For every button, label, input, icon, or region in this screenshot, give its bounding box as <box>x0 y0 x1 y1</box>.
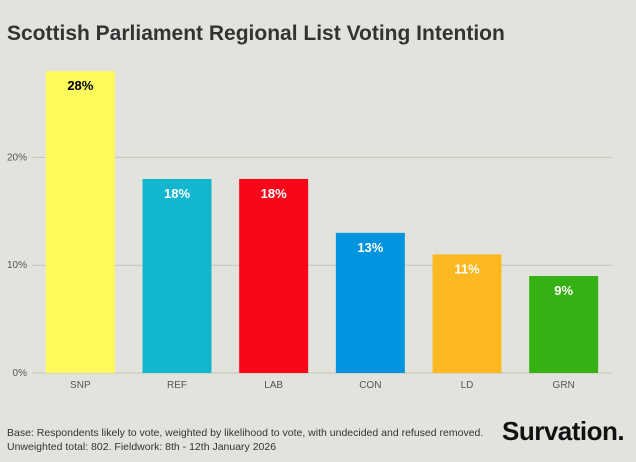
data-label-snp: 28% <box>67 78 93 93</box>
x-tick-label-con: CON <box>359 380 381 391</box>
y-tick-label-20: 20% <box>7 152 27 163</box>
footnote: Base: Respondents likely to vote, weight… <box>7 426 483 454</box>
y-tick-label-0: 0% <box>13 368 28 379</box>
footnote-fieldwork: Unweighted total: 802. Fieldwork: 8th - … <box>7 441 277 453</box>
x-tick-label-lab: LAB <box>264 380 283 391</box>
data-label-grn: 9% <box>554 283 573 298</box>
data-label-lab: 18% <box>261 186 287 201</box>
data-label-ld: 11% <box>454 261 480 276</box>
footnote-base: Base: Respondents likely to vote, weight… <box>7 427 484 439</box>
bar-con <box>335 232 405 373</box>
chart-title: Scottish Parliament Regional List Voting… <box>7 22 505 45</box>
bar-grn <box>529 275 599 373</box>
bar-snp <box>45 71 115 373</box>
x-tick-label-ref: REF <box>167 380 187 391</box>
bar-ld <box>432 254 502 373</box>
bar-ref <box>142 178 212 373</box>
x-tick-label-snp: SNP <box>70 380 91 391</box>
data-label-ref: 18% <box>164 186 190 201</box>
y-tick-label-10: 10% <box>7 260 27 271</box>
x-tick-label-ld: LD <box>461 380 474 391</box>
survation-logo: Survation. <box>502 416 625 446</box>
x-tick-label-grn: GRN <box>553 380 575 391</box>
bar-chart: 0% 10% 20% 28% SNP 18% REF 18% LAB 13% CON 11% LD 9% G… <box>7 71 612 391</box>
data-label-con: 13% <box>357 240 383 255</box>
bar-lab <box>239 178 309 373</box>
